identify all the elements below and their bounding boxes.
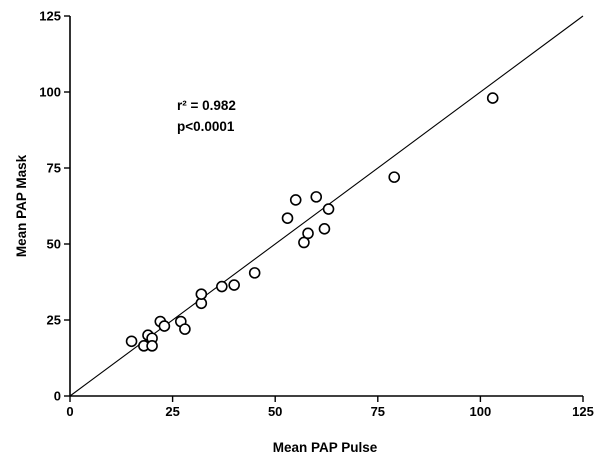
data-points [125, 92, 499, 352]
data-point [248, 267, 261, 279]
data-point [179, 323, 191, 335]
y-ticks: 0 25 50 75 100 125 [39, 9, 70, 404]
data-point [318, 223, 331, 235]
x-tick-label: 50 [268, 404, 282, 419]
data-point [195, 288, 208, 300]
data-point [125, 335, 138, 348]
x-tick-label: 125 [572, 404, 594, 419]
y-tick-label: 25 [47, 313, 61, 328]
p-value-annotation: p<0.0001 [177, 119, 235, 134]
r-squared-annotation: r² = 0.982 [177, 98, 236, 113]
axes [69, 16, 583, 397]
y-tick-label: 0 [54, 389, 61, 404]
data-point [281, 212, 294, 224]
y-tick-label: 100 [39, 85, 61, 100]
y-tick-label: 75 [47, 161, 61, 176]
data-point [158, 320, 171, 332]
x-tick-label: 0 [66, 404, 73, 419]
data-point [289, 194, 302, 206]
x-axis-title: Mean PAP Pulse [273, 440, 378, 455]
data-point [302, 227, 314, 240]
data-point [216, 280, 228, 293]
data-point [388, 171, 401, 183]
data-point [310, 191, 323, 203]
x-ticks: 0 25 50 75 100 125 [66, 396, 594, 419]
data-point [298, 236, 310, 249]
data-point [146, 340, 158, 352]
x-tick-label: 25 [165, 404, 179, 419]
y-axis-title: Mean PAP Mask [14, 154, 29, 257]
data-point [228, 279, 240, 291]
y-tick-label: 50 [47, 237, 61, 252]
data-point [322, 203, 335, 215]
y-tick-label: 125 [39, 9, 61, 24]
x-tick-label: 100 [470, 404, 492, 419]
data-point [486, 92, 499, 104]
x-tick-label: 75 [371, 404, 385, 419]
